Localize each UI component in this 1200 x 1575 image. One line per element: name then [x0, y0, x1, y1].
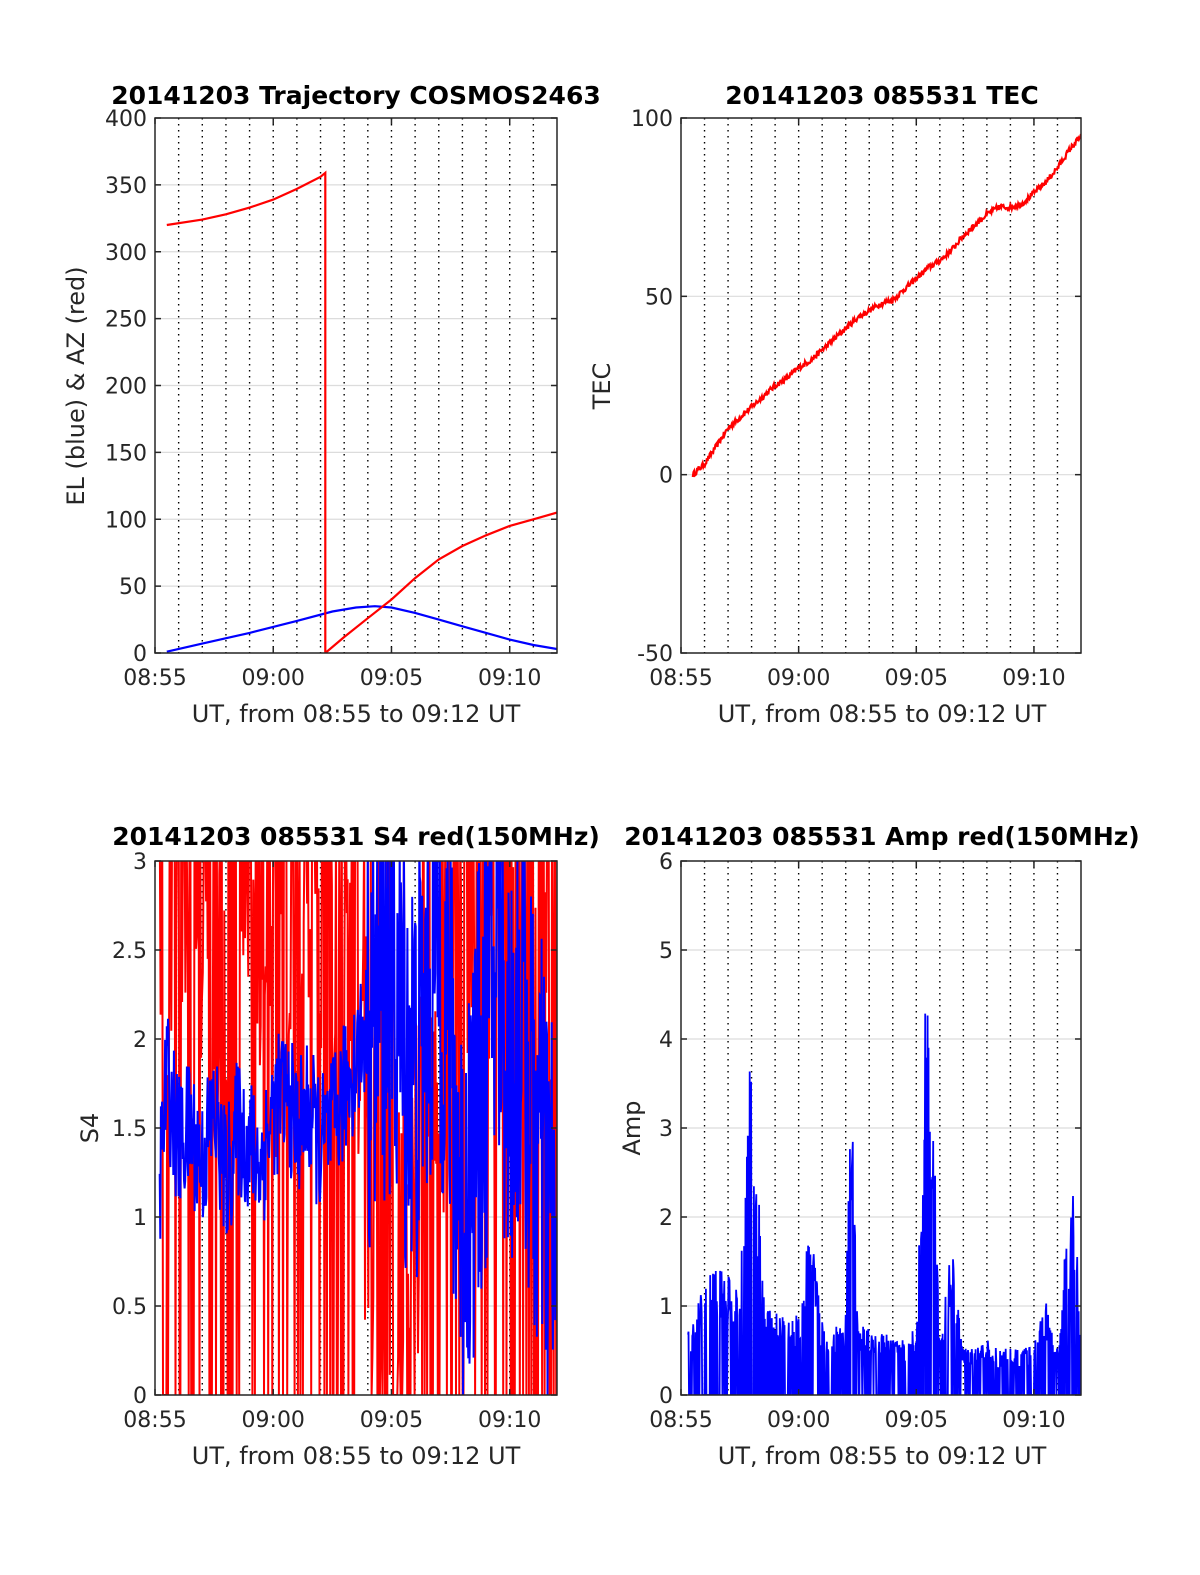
ytick-label: 50 — [645, 285, 673, 310]
ytick-label: 150 — [105, 441, 147, 466]
s4-xlabel: UT, from 08:55 to 09:12 UT — [192, 1442, 521, 1470]
xtick-label: 08:55 — [123, 1408, 186, 1433]
ytick-label: 100 — [631, 107, 673, 132]
ytick-label: 2 — [133, 1028, 147, 1053]
amp-title: 20141203 085531 Amp red(150MHz) — [624, 822, 1140, 851]
ytick-label: 0 — [133, 642, 147, 667]
xtick-label: 09:00 — [767, 666, 830, 691]
plot-area — [691, 133, 1081, 478]
series-line-0 — [158, 861, 557, 1395]
trajectory-panel: 20141203 Trajectory COSMOS2463 UT, from … — [62, 81, 601, 728]
xtick-label: 09:00 — [767, 1408, 830, 1433]
ytick-label: 250 — [105, 308, 147, 333]
s4-ylabel: S4 — [76, 1113, 104, 1144]
ytick-label: 0.5 — [112, 1295, 147, 1320]
ytick-label: 0 — [133, 1384, 147, 1409]
ytick-label: 2.5 — [112, 939, 147, 964]
ytick-label: 300 — [105, 241, 147, 266]
xtick-label: 09:05 — [360, 1408, 423, 1433]
xtick-label: 09:05 — [885, 666, 948, 691]
plot-area — [158, 861, 557, 1395]
tec-xlabel: UT, from 08:55 to 09:12 UT — [718, 700, 1047, 728]
xtick-label: 08:55 — [123, 666, 186, 691]
ytick-label: 5 — [659, 939, 673, 964]
s4-panel: 20141203 085531 S4 red(150MHz) UT, from … — [76, 822, 600, 1470]
amp-panel: 20141203 085531 Amp red(150MHz) UT, from… — [618, 822, 1140, 1470]
xtick-label: 09:10 — [478, 1408, 541, 1433]
ytick-label: 1 — [659, 1295, 673, 1320]
plot-area — [166, 170, 557, 653]
tec-panel: 20141203 085531 TEC UT, from 08:55 to 09… — [588, 81, 1082, 728]
series-line-0 — [166, 605, 557, 653]
xtick-label: 09:05 — [360, 666, 423, 691]
ytick-label: 400 — [105, 107, 147, 132]
ytick-label: 3 — [133, 850, 147, 875]
xtick-label: 09:10 — [478, 666, 541, 691]
xtick-label: 08:55 — [649, 666, 712, 691]
trajectory-ylabel: EL (blue) & AZ (red) — [62, 266, 90, 505]
ytick-label: 1.5 — [112, 1117, 147, 1142]
xtick-label: 09:10 — [1002, 1408, 1065, 1433]
ytick-label: 1 — [133, 1206, 147, 1231]
series-line-1 — [158, 861, 557, 1395]
ytick-label: 0 — [659, 1384, 673, 1409]
axes-frame — [680, 117, 1082, 654]
ytick-label: 4 — [659, 1028, 673, 1053]
series-line-0 — [691, 133, 1081, 478]
xtick-label: 09:00 — [242, 1408, 305, 1433]
amp-ylabel: Amp — [618, 1100, 646, 1155]
amp-xlabel: UT, from 08:55 to 09:12 UT — [718, 1442, 1047, 1470]
ytick-label: 100 — [105, 508, 147, 533]
series-line-1 — [166, 170, 557, 653]
ytick-label: 200 — [105, 375, 147, 400]
xtick-label: 09:05 — [885, 1408, 948, 1433]
ytick-label: 2 — [659, 1206, 673, 1231]
xtick-label: 09:10 — [1002, 666, 1065, 691]
ytick-label: 50 — [119, 575, 147, 600]
xtick-label: 08:55 — [649, 1408, 712, 1433]
ytick-label: 0 — [659, 464, 673, 489]
plot-area — [687, 1013, 1081, 1395]
ytick-label: -50 — [637, 642, 673, 667]
tec-ylabel: TEC — [588, 363, 616, 411]
s4-title: 20141203 085531 S4 red(150MHz) — [112, 822, 600, 851]
ytick-label: 6 — [659, 850, 673, 875]
ytick-label: 3 — [659, 1117, 673, 1142]
trajectory-xlabel: UT, from 08:55 to 09:12 UT — [192, 700, 521, 728]
ytick-label: 350 — [105, 174, 147, 199]
tec-title: 20141203 085531 TEC — [725, 81, 1038, 110]
trajectory-title: 20141203 Trajectory COSMOS2463 — [111, 81, 601, 110]
series-line-0 — [687, 1013, 1081, 1395]
xtick-label: 09:00 — [242, 666, 305, 691]
